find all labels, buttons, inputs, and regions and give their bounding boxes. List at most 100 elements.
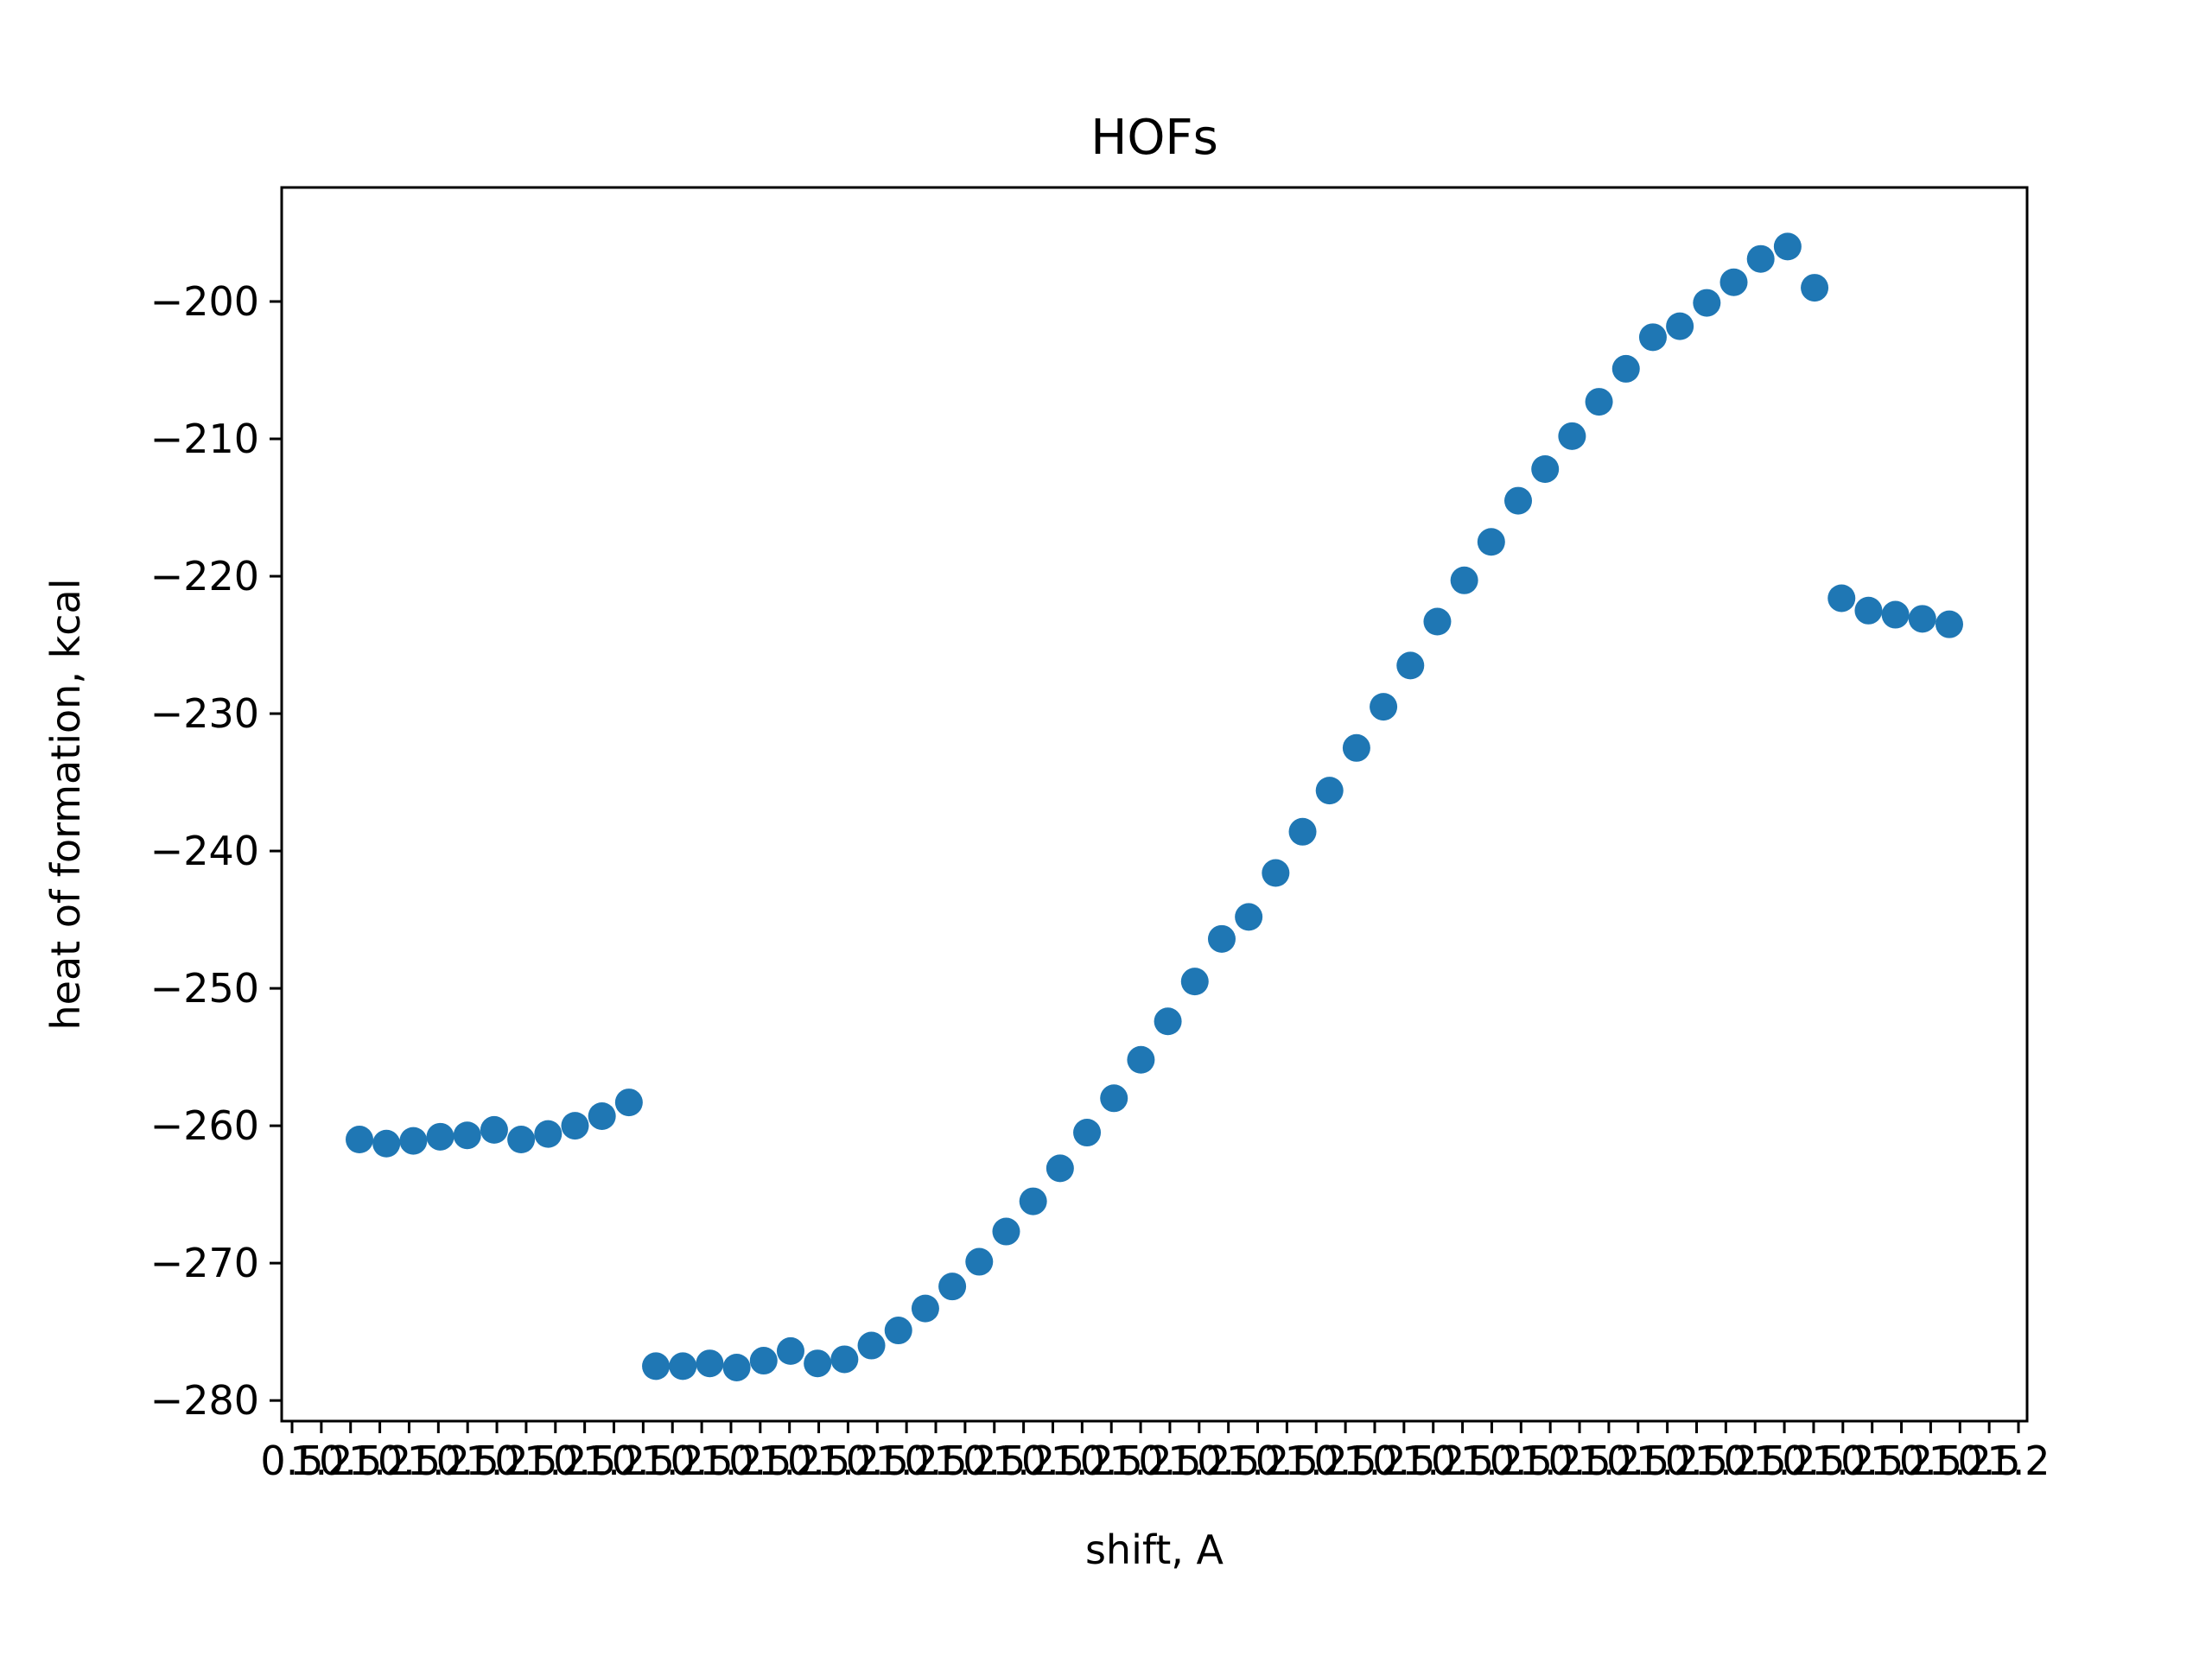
x-tick-label: 0.5 [1314,1438,1377,1484]
x-tick-label: 0.5 [1606,1438,1669,1484]
x-tick-label: 1.2 [1986,1438,2050,1484]
data-point [614,1089,643,1117]
x-tick-label: 0.5 [787,1438,850,1484]
x-tick-label: 0.5 [1899,1438,1962,1484]
x-tick-label: 1.2 [407,1438,470,1484]
data-point [1127,1045,1155,1074]
data-point [1423,607,1452,636]
data-point [830,1345,859,1374]
data-point [1881,600,1910,629]
data-point [534,1120,563,1148]
data-point [1693,289,1721,317]
x-tick-label: 0.5 [728,1438,791,1484]
x-tick-label: 0.5 [436,1438,499,1484]
data-point [1504,486,1533,515]
y-axis-label: heat of formation, kcal [42,579,89,1031]
data-point [1396,651,1425,680]
data-point [669,1352,697,1381]
x-tick-label: 0.5 [1840,1438,1904,1484]
data-point [1207,924,1236,953]
x-tick-label: 0.5 [1138,1438,1201,1484]
data-point [1477,528,1505,556]
x-tick-label: 1.2 [758,1438,821,1484]
data-point [1180,968,1209,996]
y-tick-label: −230 [150,690,259,737]
x-tick-label: 1.2 [1519,1438,1582,1484]
data-point [642,1352,671,1381]
x-tick-label: 0.5 [1665,1438,1728,1484]
x-tick-label: 1.2 [1694,1438,1758,1484]
data-point [1370,693,1398,721]
y-tick-label: −200 [150,278,259,325]
data-point [1854,596,1883,625]
x-tick-label: 0.5 [612,1438,675,1484]
data-point [1638,323,1667,352]
x-tick-label: 1.2 [933,1438,996,1484]
x-tick-label: 0.5 [1197,1438,1260,1484]
y-tick-label: −220 [150,553,259,600]
x-tick-label: 0.5 [1490,1438,1553,1484]
data-point [1046,1154,1074,1183]
x-tick-label: 1.2 [1577,1438,1640,1484]
x-tick-label: 0.5 [904,1438,967,1484]
x-tick-label: 0.5 [494,1438,557,1484]
data-point [722,1353,751,1381]
data-point [749,1347,778,1375]
data-point [399,1127,428,1155]
data-point [776,1336,804,1365]
x-axis-label: shift, A [1085,1527,1224,1573]
x-tick-label: 0.5 [553,1438,616,1484]
data-point [480,1115,508,1144]
x-tick-label: 1.2 [992,1438,1055,1484]
data-point [507,1126,536,1154]
data-point [453,1121,481,1150]
data-point [1288,817,1317,846]
y-tick-label: −270 [150,1240,259,1286]
data-point [696,1349,724,1378]
x-tick-label: 0.5 [1724,1438,1787,1484]
data-point [1936,610,1963,638]
data-point [561,1112,589,1140]
x-tick-label: 1.2 [1753,1438,1816,1484]
x-tick-label: 1.2 [465,1438,528,1484]
y-tick-label: −250 [150,965,259,1012]
x-tick-label: 0.5 [378,1438,441,1484]
x-tick-label: 1.2 [1402,1438,1465,1484]
data-point [857,1331,886,1360]
data-point [804,1349,832,1378]
x-tick-label: 1.2 [641,1438,704,1484]
data-point [1450,566,1478,594]
data-point [1611,354,1640,383]
x-tick-label: 1.2 [1636,1438,1699,1484]
data-point [1073,1119,1102,1147]
x-tick-label: 1.2 [875,1438,938,1484]
data-point [372,1129,401,1158]
x-tick-label: 1.2 [289,1438,353,1484]
x-tick-label: 1.2 [582,1438,645,1484]
y-tick-label: −260 [150,1102,259,1149]
x-tick-label: 0.5 [1548,1438,1611,1484]
data-point [965,1247,994,1276]
data-point [1235,903,1263,931]
x-tick-label: 0.5 [1372,1438,1435,1484]
x-tick-label: 0.5 [846,1438,909,1484]
x-tick-label: 0.5 [319,1438,382,1484]
x-tick-label: 1.2 [1811,1438,1874,1484]
data-point [992,1217,1020,1246]
y-axis-ticks: −200 −210 −220 −230 −240 −250 −260 −270 −280 [150,278,282,1424]
data-point [1100,1084,1128,1113]
data-point [1908,605,1936,633]
x-tick-label: 1.2 [1460,1438,1523,1484]
data-point [1666,312,1694,340]
x-tick-label: 1.2 [348,1438,411,1484]
x-tick-label: 0.5 [671,1438,734,1484]
x-tick-label: 1.2 [699,1438,762,1484]
data-point [1585,388,1613,416]
x-tick-label: 1.2 [1285,1438,1348,1484]
x-tick-label: 1.2 [1929,1438,1992,1484]
x-tick-label-band: 0.51.20.51.20.51.20.51.20.51.20.51.20.51… [260,1438,2050,1484]
x-tick-label: 0.5 [963,1438,1026,1484]
